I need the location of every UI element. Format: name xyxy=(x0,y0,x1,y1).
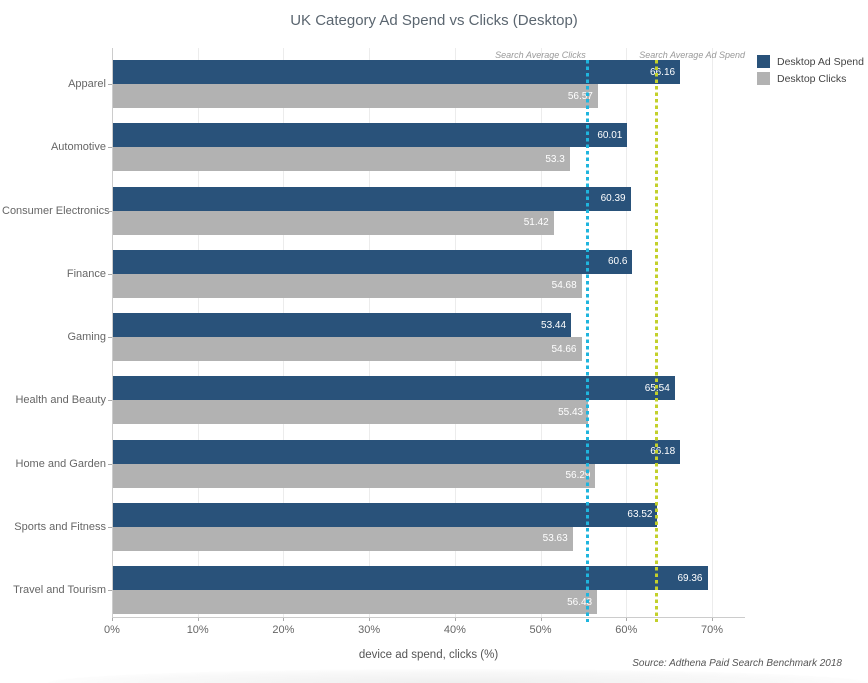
x-tick-label: 70% xyxy=(700,624,724,636)
category-label-gaming: Gaming xyxy=(67,331,106,343)
bar-desktop-ad-spend-sports-and-fitness: 63.52 xyxy=(113,502,658,527)
bottom-shadow xyxy=(48,669,868,683)
y-axis-tick xyxy=(108,526,112,528)
y-axis-line xyxy=(112,48,113,617)
bar-desktop-clicks-apparel: 56.57 xyxy=(113,84,598,108)
legend: Desktop Ad Spend Desktop Clicks xyxy=(757,55,864,89)
x-axis-tick xyxy=(454,617,456,621)
chart-title: UK Category Ad Spend vs Clicks (Desktop) xyxy=(290,12,578,29)
bar-value-label: 56.48 xyxy=(567,596,593,608)
bar-desktop-clicks-consumer-electronics: 51.42 xyxy=(113,210,554,235)
bar-value-label: 66.16 xyxy=(650,66,676,78)
gridline xyxy=(626,48,628,617)
bar-desktop-ad-spend-home-and-garden: 66.18 xyxy=(113,439,681,464)
bar-value-label: 53.44 xyxy=(541,319,567,331)
y-axis-tick xyxy=(108,400,112,402)
x-tick-label: 60% xyxy=(615,624,638,636)
y-axis-tick xyxy=(108,337,112,338)
bar-value-label: 54.66 xyxy=(551,343,577,355)
x-tick-label: 50% xyxy=(529,624,552,636)
bar-desktop-ad-spend-travel-and-tourism: 69.36 xyxy=(113,566,708,590)
x-axis-tick xyxy=(283,617,285,621)
x-tick-label: 30% xyxy=(358,624,381,636)
bar-desktop-ad-spend-apparel: 66.16 xyxy=(113,60,681,84)
bar-value-label: 60.01 xyxy=(597,129,623,141)
bar-desktop-ad-spend-automotive: 60.01 xyxy=(113,123,628,148)
y-axis-tick xyxy=(108,84,112,85)
bar-desktop-clicks-automotive: 53.3 xyxy=(113,147,570,172)
bar-value-label: 53.63 xyxy=(542,533,568,545)
category-label-consumer-electronics: Consumer Electronics xyxy=(2,204,110,217)
bar-desktop-clicks-home-and-garden: 56.29 xyxy=(113,463,596,488)
reference-label-search-average-ad-spend: Search Average Ad Spend xyxy=(639,50,746,60)
legend-label: Desktop Ad Spend xyxy=(777,55,864,68)
x-tick-label: 10% xyxy=(186,624,209,636)
y-axis-tick xyxy=(108,147,112,149)
bar-desktop-clicks-finance: 54.68 xyxy=(113,273,582,298)
bar-desktop-clicks-sports-and-fitness: 53.63 xyxy=(113,526,573,551)
bar-value-label: 56.29 xyxy=(565,470,591,481)
y-axis-tick xyxy=(108,210,112,212)
category-label-home-and-garden: Home and Garden xyxy=(15,457,107,470)
x-axis-tick xyxy=(112,617,113,621)
bar-value-label: 63.52 xyxy=(627,509,653,521)
x-axis-tick xyxy=(369,617,371,621)
category-label-apparel: Apparel xyxy=(68,78,106,90)
x-axis-line xyxy=(112,617,745,618)
x-tick-label: 40% xyxy=(443,624,466,636)
bar-value-label: 66.18 xyxy=(650,446,676,457)
bar-value-label: 51.42 xyxy=(523,217,549,228)
reference-line-search-average-ad-spend xyxy=(654,60,658,622)
y-axis-tick xyxy=(108,273,112,275)
category-label-automotive: Automotive xyxy=(50,141,106,154)
x-tick-label: 0% xyxy=(104,624,120,636)
reference-line-search-average-clicks xyxy=(586,60,590,622)
bar-desktop-ad-spend-health-and-beauty: 65.54 xyxy=(113,376,675,401)
bar-value-label: 54.68 xyxy=(551,280,577,292)
bar-desktop-clicks-travel-and-tourism: 56.48 xyxy=(113,590,598,614)
bar-desktop-ad-spend-consumer-electronics: 60.39 xyxy=(113,186,631,211)
legend-swatch-desktop-clicks xyxy=(757,72,770,85)
bar-value-label: 53.3 xyxy=(545,153,565,165)
x-axis-tick xyxy=(712,617,713,621)
x-axis-title: device ad spend, clicks (%) xyxy=(358,649,499,661)
y-axis-tick xyxy=(108,463,112,465)
bar-value-label: 56.57 xyxy=(567,90,593,102)
x-axis-tick xyxy=(197,617,199,621)
y-axis-tick xyxy=(108,590,112,591)
bar-value-label: 69.36 xyxy=(677,572,703,584)
legend-label: Desktop Clicks xyxy=(777,72,847,85)
bar-value-label: 60.6 xyxy=(607,256,628,268)
bar-desktop-clicks-gaming: 54.66 xyxy=(113,337,582,361)
bar-desktop-clicks-health-and-beauty: 55.43 xyxy=(113,400,589,425)
legend-swatch-desktop-ad-spend xyxy=(757,55,770,68)
x-tick-label: 20% xyxy=(272,624,295,636)
bar-value-label: 60.39 xyxy=(600,193,626,204)
category-label-finance: Finance xyxy=(66,267,106,280)
category-label-sports-and-fitness: Sports and Fitness xyxy=(14,520,106,533)
gridline xyxy=(712,48,713,617)
x-axis-tick xyxy=(540,617,542,621)
x-axis-tick xyxy=(626,617,628,621)
reference-label-search-average-clicks: Search Average Clicks xyxy=(495,50,586,60)
bar-desktop-ad-spend-finance: 60.6 xyxy=(113,249,633,274)
legend-item-desktop-clicks: Desktop Clicks xyxy=(757,72,864,85)
bar-desktop-ad-spend-gaming: 53.44 xyxy=(113,313,572,337)
category-label-travel-and-tourism: Travel and Tourism xyxy=(13,584,106,596)
bar-value-label: 55.43 xyxy=(558,406,584,418)
legend-item-desktop-ad-spend: Desktop Ad Spend xyxy=(757,55,864,68)
category-label-health-and-beauty: Health and Beauty xyxy=(15,394,106,407)
source-note: Source: Adthena Paid Search Benchmark 20… xyxy=(632,658,842,669)
